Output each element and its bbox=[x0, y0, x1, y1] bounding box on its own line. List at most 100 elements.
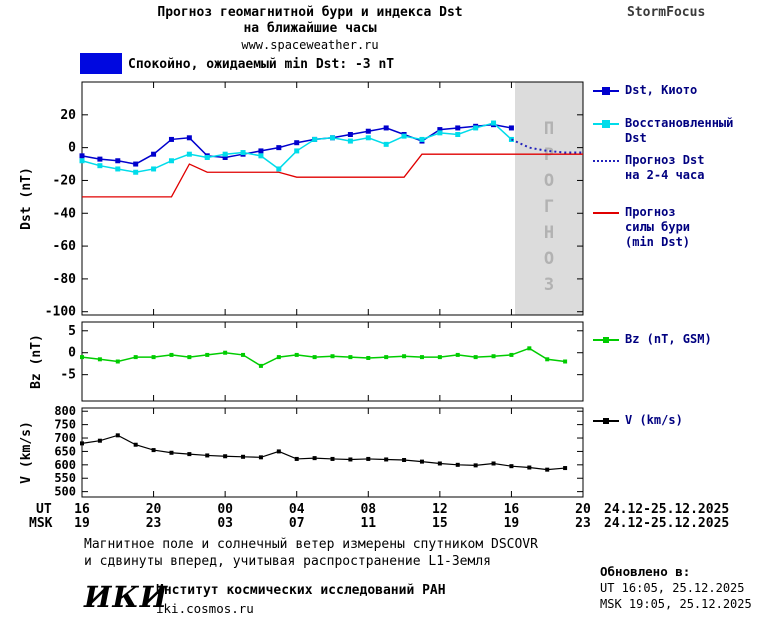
dst-kyoto-marker bbox=[79, 153, 85, 159]
v-y-tick: 650 bbox=[54, 444, 76, 458]
site-url: www.spaceweather.ru bbox=[241, 38, 379, 52]
dst-recovered-marker bbox=[168, 158, 174, 164]
dst-recovered-marker bbox=[437, 130, 443, 136]
dst-kyoto-marker bbox=[222, 154, 228, 160]
v-marker bbox=[205, 453, 210, 458]
msk-date-range: 24.12-25.12.2025 bbox=[604, 516, 730, 531]
v-marker bbox=[563, 466, 568, 471]
updated-msk: MSK 19:05, 25.12.2025 bbox=[600, 597, 752, 611]
x-tick-msk: 15 bbox=[432, 516, 448, 531]
v-y-tick: 750 bbox=[54, 418, 76, 432]
dst-kyoto-marker bbox=[186, 135, 192, 141]
x-tick-msk: 03 bbox=[217, 516, 233, 531]
v-marker bbox=[473, 463, 478, 468]
bz-marker bbox=[258, 363, 263, 368]
legend-dst-recovered: Восстановленный Dst bbox=[593, 116, 758, 146]
bz-marker bbox=[133, 355, 138, 360]
dst-recovered-marker bbox=[473, 125, 479, 131]
footer-desc-line2: и сдвинуты вперед, учитывая распростране… bbox=[84, 554, 491, 569]
bz-panel: 5 0 -5 Bz (nT) bbox=[29, 321, 584, 402]
bz-marker bbox=[115, 359, 120, 364]
v-marker bbox=[241, 454, 246, 459]
dst-recovered-marker bbox=[258, 153, 264, 159]
storm-forecast-marker-icon bbox=[593, 207, 619, 219]
dst-forecast-line bbox=[511, 138, 583, 154]
bz-marker bbox=[455, 352, 460, 357]
v-marker bbox=[348, 457, 353, 462]
x-tick-msk: 07 bbox=[289, 516, 305, 531]
status-color-swatch bbox=[80, 53, 122, 74]
x-tick-msk: 19 bbox=[74, 516, 90, 531]
x-tick-msk: 19 bbox=[504, 516, 520, 531]
dst-y-tick: -60 bbox=[53, 239, 77, 254]
x-tick-msk: 11 bbox=[360, 516, 376, 531]
x-tick-ut: 00 bbox=[217, 502, 233, 517]
bz-marker bbox=[509, 352, 514, 357]
institute-site: iki.cosmos.ru bbox=[156, 601, 254, 616]
v-marker bbox=[491, 461, 496, 466]
forecast-region-letter: П bbox=[544, 119, 554, 139]
v-marker bbox=[223, 454, 228, 459]
bz-axis-title: Bz (nT) bbox=[29, 334, 44, 389]
dst-recovered-marker bbox=[151, 166, 157, 172]
dst-recovered-marker bbox=[115, 166, 121, 172]
v-marker bbox=[527, 465, 532, 470]
forecast-region-letter: О bbox=[544, 249, 554, 269]
bz-marker bbox=[80, 355, 84, 360]
legend-storm-forecast: Прогноз силы бури (min Dst) bbox=[593, 205, 758, 250]
bz-marker bbox=[419, 355, 424, 360]
dst-recovered-marker bbox=[186, 151, 192, 157]
x-tick-msk: 23 bbox=[575, 516, 591, 531]
status-text: Спокойно, ожидаемый min Dst: -3 nT bbox=[128, 57, 395, 72]
v-y-tick: 600 bbox=[54, 458, 76, 472]
bz-marker bbox=[366, 355, 371, 360]
dst-y-tick: -40 bbox=[53, 206, 77, 221]
iki-logo: ИКИ bbox=[84, 580, 169, 614]
dst-recovered-marker bbox=[347, 138, 353, 144]
bz-marker bbox=[97, 357, 102, 362]
v-marker bbox=[437, 461, 442, 466]
v-marker bbox=[97, 438, 102, 443]
bz-marker bbox=[294, 352, 299, 357]
forecast-region-letter: Р bbox=[544, 145, 554, 165]
bz-marker bbox=[151, 355, 156, 360]
bz-marker bbox=[330, 354, 335, 359]
dst-kyoto-marker bbox=[437, 127, 443, 133]
dst-kyoto-marker bbox=[258, 148, 264, 154]
bz-marker bbox=[402, 354, 407, 359]
bz-line bbox=[81, 347, 566, 367]
forecast-region-letter: Н bbox=[544, 223, 554, 243]
v-marker bbox=[330, 456, 335, 461]
brand-label: StormFocus bbox=[627, 5, 706, 20]
bz-marker bbox=[223, 350, 228, 355]
dst-recovered-marker bbox=[222, 151, 228, 157]
dst-recovered-marker bbox=[330, 135, 335, 141]
v-marker bbox=[258, 455, 263, 460]
v-line bbox=[81, 434, 566, 471]
ut-axis-label: UT bbox=[36, 502, 52, 517]
legend-dst-kyoto-label: Dst, Киото bbox=[625, 83, 698, 97]
dst-kyoto-marker bbox=[347, 132, 353, 138]
dst-axis-title: Dst (nT) bbox=[19, 167, 34, 230]
v-y-tick: 800 bbox=[54, 404, 76, 418]
forecast-region bbox=[515, 82, 583, 315]
v-marker bbox=[545, 467, 550, 472]
x-tick-ut: 04 bbox=[289, 502, 305, 517]
dst-recovered-marker bbox=[133, 169, 139, 175]
dst-recovered-marker bbox=[240, 150, 246, 156]
v-marker bbox=[294, 456, 299, 461]
x-tick-ut: 08 bbox=[360, 502, 376, 517]
dst-kyoto-marker bbox=[133, 161, 139, 167]
v-marker bbox=[115, 433, 120, 438]
bz-marker bbox=[545, 357, 550, 362]
dst-kyoto-marker bbox=[294, 140, 300, 146]
dst-recovered-marker bbox=[365, 135, 371, 141]
dst-kyoto-marker bbox=[365, 128, 371, 134]
v-marker bbox=[509, 464, 514, 469]
dst-recovered-line bbox=[81, 122, 512, 174]
legend-dst-kyoto: Dst, Киото bbox=[593, 83, 758, 98]
forecast-region-letter: Г bbox=[544, 197, 554, 217]
dst-kyoto-marker bbox=[168, 136, 174, 142]
dst-y-tick: 20 bbox=[60, 108, 76, 123]
